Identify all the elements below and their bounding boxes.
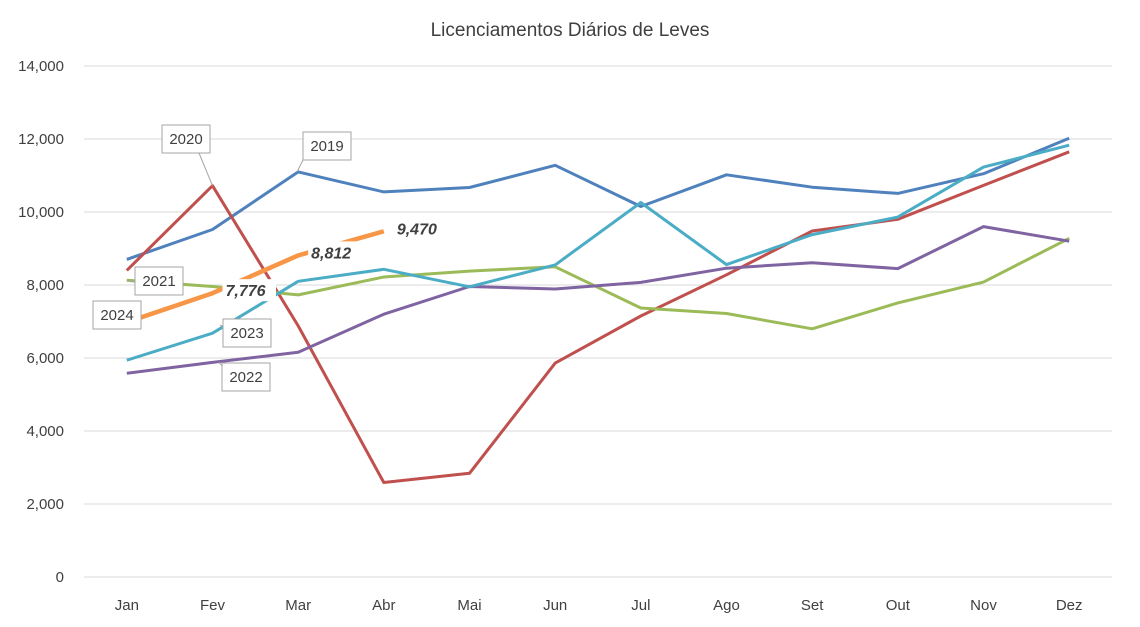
x-tick-label: Fev <box>200 597 226 614</box>
data-label-bg <box>222 279 276 302</box>
callout-pointer <box>198 152 213 186</box>
y-tick-label: 8,000 <box>26 277 64 294</box>
callout-label: 2024 <box>100 307 133 324</box>
callout-label: 2020 <box>169 131 202 148</box>
callout-box <box>92 300 142 330</box>
x-tick-label: Mar <box>285 597 311 614</box>
data-label: 9,470 <box>397 221 437 238</box>
chart-title: Licenciamentos Diários de Leves <box>431 20 710 41</box>
callout-label: 2019 <box>310 138 343 155</box>
x-tick-label: Set <box>801 597 824 614</box>
y-tick-label: 0 <box>56 569 64 586</box>
y-tick-label: 14,000 <box>18 58 64 75</box>
series-line-2019 <box>126 136 1070 261</box>
y-axis-ticks: 0 2,000 4,000 6,000 8,000 10,000 12,000 14,000 <box>18 58 64 586</box>
callout-box <box>161 124 211 154</box>
callout-2020: 2020 <box>161 124 213 186</box>
callout-2021: 2021 <box>126 266 184 296</box>
x-axis-ticks: Jan Fev Mar Abr Mai Jun Jul Ago Set Out Nov Dez <box>115 597 1083 614</box>
callout-2024: 2024 <box>92 300 142 330</box>
callout-box <box>221 362 271 392</box>
x-tick-label: Mai <box>457 597 481 614</box>
y-tick-label: 10,000 <box>18 204 64 221</box>
x-tick-label: Jul <box>631 597 650 614</box>
series-callouts: 2020 2019 2021 2024 2023 2022 <box>92 124 352 392</box>
series-line-2021 <box>126 236 1070 331</box>
x-tick-label: Ago <box>713 597 740 614</box>
callout-box <box>134 266 184 296</box>
callout-label: 2021 <box>142 273 175 290</box>
x-tick-label: Nov <box>970 597 997 614</box>
callout-box <box>222 318 272 348</box>
callout-2023: 2023 <box>219 318 272 348</box>
x-tick-label: Jun <box>543 597 567 614</box>
callout-label: 2023 <box>230 325 263 342</box>
series-line-2022 <box>126 225 1070 375</box>
x-tick-label: Out <box>886 597 911 614</box>
x-tick-label: Dez <box>1056 597 1083 614</box>
y-tick-label: 6,000 <box>26 350 64 367</box>
series-line-2023 <box>126 143 1070 362</box>
data-label-bg <box>393 217 448 240</box>
callout-2019: 2019 <box>296 131 352 173</box>
y-tick-label: 2,000 <box>26 496 64 513</box>
callout-2022: 2022 <box>218 362 271 392</box>
callout-label: 2022 <box>229 369 262 386</box>
data-label: 8,812 <box>311 245 351 262</box>
data-label-bg <box>308 241 362 264</box>
data-label: 7,776 <box>226 283 266 300</box>
data-labels: 7,776 8,812 9,470 <box>222 217 448 302</box>
x-tick-label: Jan <box>115 597 139 614</box>
y-tick-label: 4,000 <box>26 423 64 440</box>
series-line-2020 <box>125 150 1070 484</box>
y-tick-label: 12,000 <box>18 131 64 148</box>
x-tick-label: Abr <box>372 597 395 614</box>
callout-box <box>302 131 352 161</box>
